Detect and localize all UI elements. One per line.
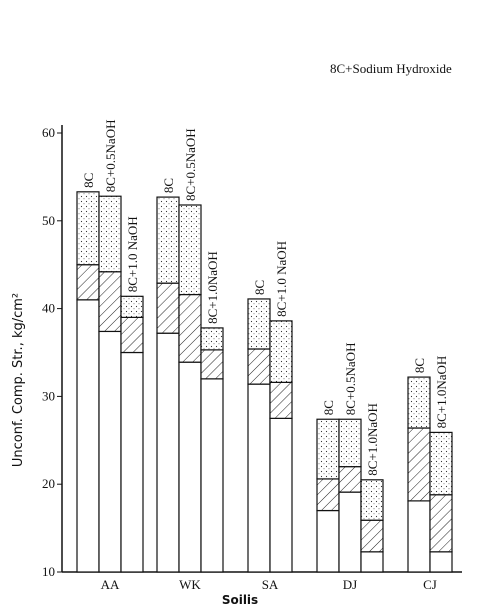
bar-segment bbox=[247, 383, 271, 573]
bar-segment bbox=[429, 431, 453, 496]
bar-segment bbox=[200, 349, 224, 380]
bar-label: 8C+0.5NaOH bbox=[183, 128, 198, 201]
bar-segment bbox=[120, 351, 144, 573]
bar-segment bbox=[316, 418, 340, 480]
bar-segment bbox=[360, 479, 384, 521]
bar-segment bbox=[76, 299, 100, 573]
bar-segment bbox=[120, 316, 144, 354]
bar-label: 8C+0.5NaOH bbox=[343, 343, 358, 416]
bar-segment bbox=[98, 271, 122, 333]
x-tick-label: SA bbox=[262, 577, 279, 592]
y-tick-label: 30 bbox=[42, 388, 55, 403]
bar-label: 8C+1.0 NaOH bbox=[274, 241, 289, 317]
x-tick-label: DJ bbox=[343, 577, 357, 592]
bar-label: 8C+1.0NaOH bbox=[365, 403, 380, 476]
bar-segment bbox=[429, 494, 453, 553]
bar-segment bbox=[98, 330, 122, 573]
bar-label: 8C+0.5NaOH bbox=[103, 120, 118, 193]
bar-segment bbox=[156, 332, 180, 573]
bar-segment bbox=[247, 348, 271, 385]
bar-segment bbox=[178, 293, 202, 363]
bar-label: 8C bbox=[81, 173, 96, 188]
bar-label: 8C bbox=[161, 178, 176, 193]
bar-segment bbox=[269, 381, 293, 419]
bar-label: 8C bbox=[412, 358, 427, 373]
y-tick-label: 60 bbox=[42, 125, 55, 140]
x-tick-label: AA bbox=[101, 577, 120, 592]
bar-segment bbox=[360, 519, 384, 553]
bar-segment bbox=[360, 551, 384, 573]
bar-segment bbox=[407, 376, 431, 429]
bar-label: 8C bbox=[252, 280, 267, 295]
bar-segment bbox=[200, 378, 224, 573]
bar-segment bbox=[407, 427, 431, 502]
x-tick-label: WK bbox=[179, 577, 201, 592]
y-axis-label: Unconf. Comp. Str., kg/cm² bbox=[11, 293, 26, 467]
bar-label: 8C+1.0NaOH bbox=[205, 251, 220, 324]
bar-segment bbox=[178, 204, 202, 296]
y-tick-label: 40 bbox=[42, 301, 55, 316]
bar-label: 8C+1.0 NaOH bbox=[125, 216, 140, 292]
x-axis-label: Soilis bbox=[222, 593, 258, 607]
bar-segment bbox=[76, 264, 100, 301]
bar-segment bbox=[120, 295, 144, 318]
y-tick-label: 50 bbox=[42, 213, 55, 228]
bar-segment bbox=[316, 509, 340, 573]
bar-segment bbox=[156, 282, 180, 334]
bar-segment bbox=[98, 195, 122, 273]
bar-segment bbox=[407, 500, 431, 573]
x-tick-label: CJ bbox=[423, 577, 437, 592]
bar-label: 8C+1.0NaOH bbox=[434, 356, 449, 429]
bar-segment bbox=[269, 320, 293, 383]
bar-segment bbox=[200, 327, 224, 351]
bar-segment bbox=[178, 361, 202, 573]
bar-segment bbox=[338, 418, 362, 468]
bar-segment bbox=[76, 191, 100, 266]
bar-segment bbox=[338, 491, 362, 573]
bar-segment bbox=[156, 196, 180, 284]
y-tick-label: 20 bbox=[42, 476, 55, 491]
bar-segment bbox=[429, 551, 453, 573]
bar-segment bbox=[338, 466, 362, 493]
y-tick-label: 10 bbox=[42, 564, 55, 579]
bar-segment bbox=[316, 478, 340, 512]
bar-segment bbox=[247, 298, 271, 350]
bar-segment bbox=[269, 417, 293, 573]
chart-title: 8C+Sodium Hydroxide bbox=[330, 61, 452, 76]
bar-label: 8C bbox=[321, 400, 336, 415]
